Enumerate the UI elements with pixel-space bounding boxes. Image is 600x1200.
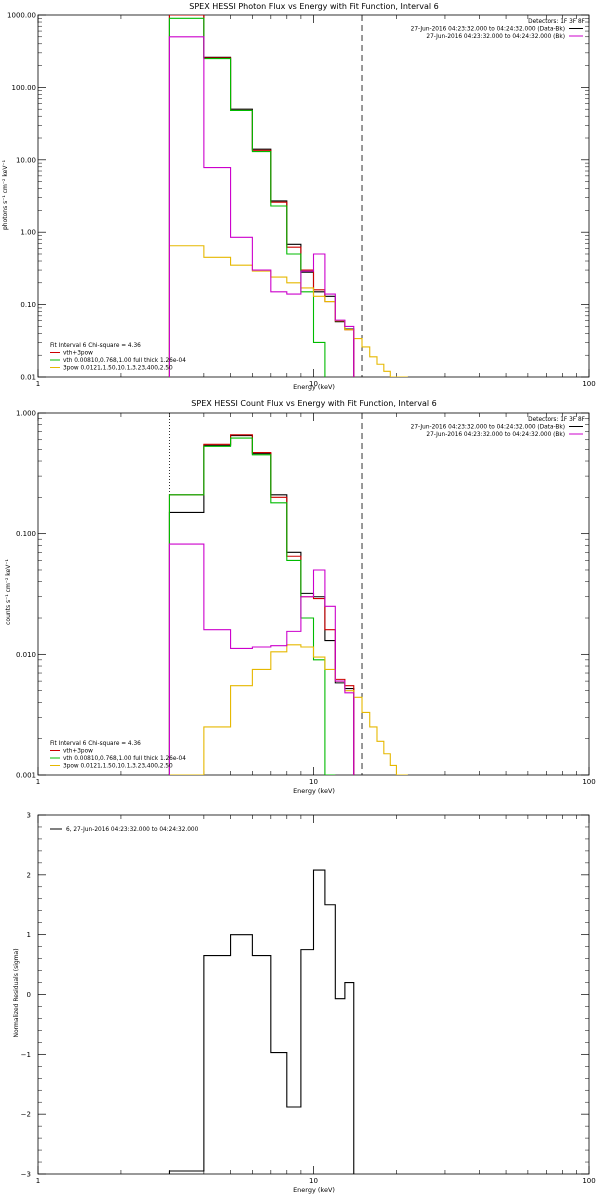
legend-entry-text: Fit Interval 6 Chi-square = 4.36 [50,343,141,349]
series-6-line [168,869,355,1174]
y-tick-label: 0.100 [16,530,36,538]
y-tick-label: 1.00 [20,229,36,237]
series-vth-3pow-line [168,434,355,775]
y-tick-label: 3 [27,812,31,820]
legend-entry-text: Detectors: 1F 3F 8F [528,417,585,423]
panel-3-ylabel: Normalized Residuals (sigma) [13,948,20,1037]
series-vth-line [168,17,326,377]
photon-flux-panel: SPEX HESSI Photon Flux vs Energy with Fi… [2,2,439,391]
series-vth-3pow-line [168,15,355,377]
legend-entry-text: 3pow 0.0121,1.50,10.1,3.23,400,2.50 [63,764,173,770]
panel-2-ylabel: counts s⁻¹ cm⁻² keV⁻¹ [5,559,12,625]
plot-area-1: 1 10 100 0.01 0.10 1.00 10.00 100.00 1000.00 Dete… [7,12,596,389]
panel-1-xlabel: Energy (keV) [293,383,335,391]
x-tick-label: 1 [36,380,40,388]
x-tick-label: 100 [582,778,595,786]
legend-entry-text: vth+3pow [63,351,93,357]
panel-3-xlabel: Energy (keV) [293,1186,335,1194]
legend-entry-text: 27-Jun-2016 04:23:32.000 to 04:24:32.000… [426,34,565,40]
x-tick-label: 10 [309,778,318,786]
x-tick-label: 10 [309,1177,318,1185]
series-vth-line [168,437,336,775]
series-bk-line [168,36,355,377]
legend-entry-text: Fit Interval 6 Chi-square = 4.36 [50,741,141,747]
series-data-bk-line [168,15,355,377]
panel-2-title: SPEX HESSI Count Flux vs Energy with Fit… [191,399,436,408]
series-bk-line [168,543,355,775]
panel-2-xlabel: Energy (keV) [293,787,335,795]
x-tick-label: 10 [309,380,318,388]
y-tick-label: 1000.00 [7,12,36,20]
y-tick-label: 0.001 [16,772,36,780]
panel-1-title: SPEX HESSI Photon Flux vs Energy with Fi… [189,2,439,11]
y-tick-label: 2 [27,871,31,879]
legend-entry-text: 27-Jun-2016 04:23:32.000 to 04:24:32.000… [411,27,565,33]
y-tick-label: 100.00 [12,84,37,92]
legend-entry-text: 27-Jun-2016 04:23:32.000 to 04:24:32.000… [411,425,565,431]
legend-entry-text: vth 0.00810,0.768,1.00 full thick 1.26e-… [63,756,186,762]
y-tick-label: 0.01 [20,374,36,382]
legend-entry-text: 27-Jun-2016 04:23:32.000 to 04:24:32.000… [426,432,565,438]
y-tick-label: 1 [27,931,31,939]
x-tick-label: 1 [36,778,40,786]
axes-frame [37,814,590,1175]
legend-entry-text: 3pow 0.0121,1.50,10.1,3.23,400,2.50 [63,366,173,372]
x-tick-label: 100 [582,1177,595,1185]
series-3pow-line [168,245,408,377]
legend-entry-text: Detectors: 1F 3F 8F [528,19,585,25]
y-tick-label: −3 [21,1171,31,1179]
x-tick-label: 1 [36,1177,40,1185]
legend-entry-text: vth+3pow [63,749,93,755]
y-tick-label: 1.000 [16,410,36,418]
plot-area-3: 1 10 100 −3 −2 −1 0 1 2 3 6, 27-Jun-2016 04:23:32.… [21,812,596,1186]
x-tick-label: 100 [582,380,595,388]
legend-entry-text: vth 0.00810,0.768,1.00 full thick 1.26e-… [63,358,186,364]
y-tick-label: 0.10 [20,301,36,309]
y-tick-label: 0.010 [16,651,36,659]
series-3pow-line [169,644,408,775]
residuals-panel: Energy (keV) Normalized Residuals (sigma… [13,948,335,1194]
panel-1-ylabel: photons s⁻¹ cm⁻² keV⁻¹ [2,159,9,230]
series-data-bk-line [168,435,355,775]
y-tick-label: 10.00 [16,156,36,164]
legend-entry-text: 6, 27-Jun-2016 04:23:32.000 to 04:24:32.… [66,827,199,833]
plot-area-2: 1 10 100 0.001 0.010 0.100 1.000 Detectors: 1F … [16,410,596,787]
y-tick-label: −1 [21,1051,31,1059]
y-tick-label: −2 [21,1111,31,1119]
count-flux-panel: SPEX HESSI Count Flux vs Energy with Fit… [5,399,437,795]
y-tick-label: 0 [27,991,31,999]
